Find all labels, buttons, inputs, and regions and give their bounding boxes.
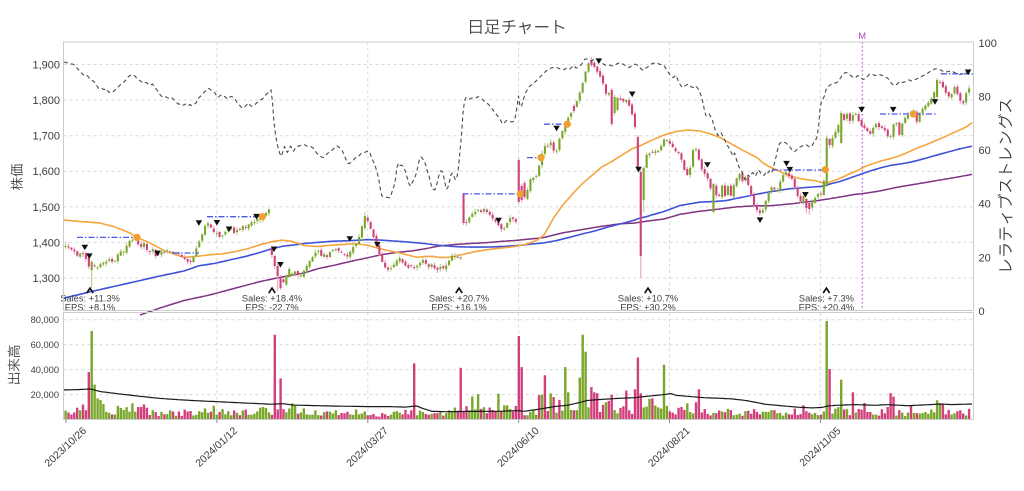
- svg-text:1,800: 1,800: [32, 95, 60, 107]
- svg-text:EPS: -22.7%: EPS: -22.7%: [245, 303, 298, 313]
- svg-text:20,000: 20,000: [31, 390, 59, 400]
- svg-text:M: M: [859, 31, 867, 41]
- svg-text:1,500: 1,500: [32, 202, 60, 214]
- svg-text:80: 80: [979, 92, 991, 104]
- svg-text:Sales: +10.7%: Sales: +10.7%: [618, 293, 678, 303]
- svg-text:60: 60: [979, 145, 991, 157]
- svg-text:1,400: 1,400: [32, 237, 60, 249]
- svg-text:80,000: 80,000: [31, 315, 59, 325]
- svg-text:EPS: +30.2%: EPS: +30.2%: [620, 303, 676, 313]
- svg-text:1,900: 1,900: [32, 59, 60, 71]
- svg-text:1,600: 1,600: [32, 166, 60, 178]
- svg-text:20: 20: [979, 252, 991, 264]
- svg-text:Sales: +18.4%: Sales: +18.4%: [242, 293, 302, 303]
- svg-text:EPS: +20.4%: EPS: +20.4%: [799, 303, 855, 313]
- svg-text:EPS: +8.1%: EPS: +8.1%: [65, 303, 115, 313]
- svg-text:60,000: 60,000: [31, 340, 59, 350]
- svg-text:Sales: +20.7%: Sales: +20.7%: [429, 293, 489, 303]
- svg-text:Sales: +7.3%: Sales: +7.3%: [799, 293, 854, 303]
- svg-text:Sales: +11.3%: Sales: +11.3%: [60, 293, 120, 303]
- svg-text:EPS: +16.1%: EPS: +16.1%: [431, 303, 487, 313]
- svg-text:100: 100: [979, 38, 997, 50]
- svg-text:1,700: 1,700: [32, 131, 60, 143]
- svg-text:1,300: 1,300: [32, 273, 60, 285]
- svg-text:40,000: 40,000: [31, 365, 59, 375]
- svg-text:40: 40: [979, 199, 991, 211]
- svg-text:0: 0: [979, 306, 985, 318]
